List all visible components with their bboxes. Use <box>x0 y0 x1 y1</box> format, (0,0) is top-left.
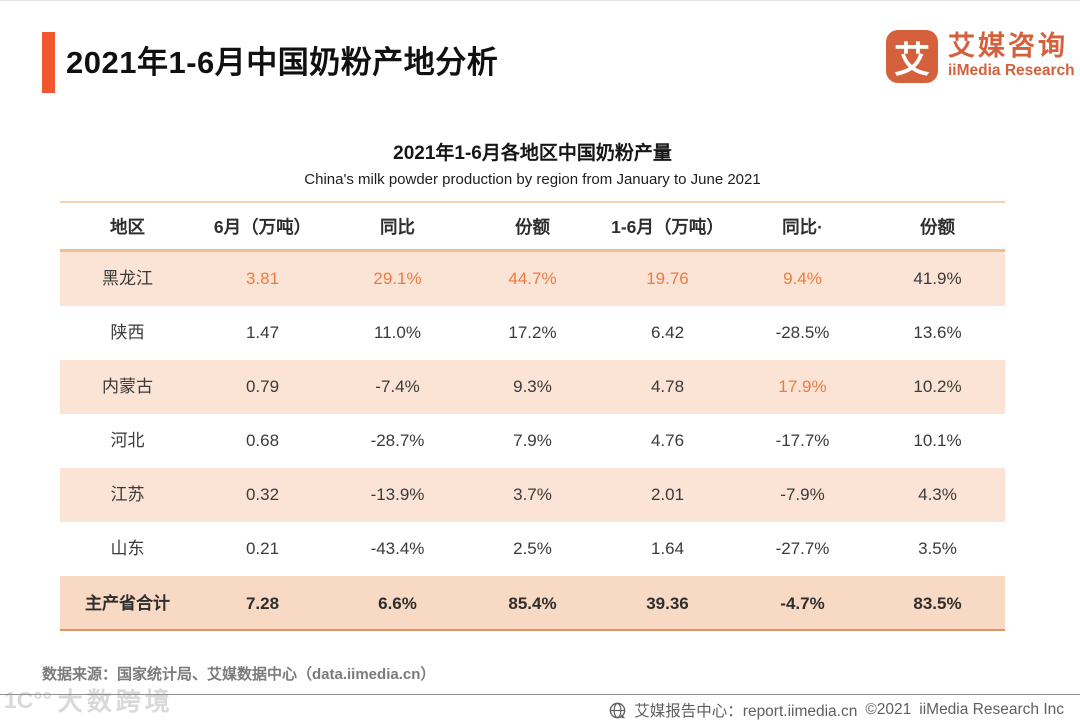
cell-value: -27.7% <box>775 539 830 558</box>
cell-value: 9.4% <box>783 269 822 288</box>
col-header-june-share: 份额 <box>515 217 550 237</box>
cell-value: -7.4% <box>375 377 420 396</box>
company-name: iiMedia Research Inc <box>919 701 1064 718</box>
cell-region: 内蒙古 <box>102 377 153 396</box>
table-header-row: 地区 6月（万吨） 同比 份额 1-6月（万吨） 同比· 份额 <box>60 201 1005 252</box>
footer-info: 艾媒报告中心：report.iimedia.cn ©2021 iiMedia R… <box>609 699 1064 720</box>
table-row: 河北 0.68 -28.7% 7.9% 4.76 -17.7% 10.1% <box>60 414 1005 468</box>
cell-value: 1.47 <box>245 323 280 342</box>
cell-region: 山东 <box>110 539 145 558</box>
cell-region: 主产省合计 <box>85 594 170 613</box>
cell-value: 4.76 <box>650 431 685 450</box>
cell-value: 4.78 <box>650 377 685 396</box>
cell-value: 0.32 <box>245 485 280 504</box>
cell-value: 39.36 <box>646 594 689 613</box>
cell-value: 6.42 <box>650 323 685 342</box>
watermark: 1C°° 大数跨境 <box>4 682 174 718</box>
cell-region: 江苏 <box>110 485 145 504</box>
cell-value: 44.7% <box>508 269 557 288</box>
cell-value: 10.2% <box>913 377 962 396</box>
cell-value: 9.3% <box>513 377 552 396</box>
watermark-logo: 1C°° <box>4 686 52 713</box>
globe-icon <box>609 702 626 718</box>
cell-value: -43.4% <box>370 539 425 558</box>
cell-value: 17.9% <box>778 377 827 396</box>
col-header-h1-volume: 1-6月（万吨） <box>611 217 724 237</box>
cell-value: 2.01 <box>650 485 685 504</box>
cell-value: 7.9% <box>513 431 552 450</box>
cell-value: 7.28 <box>245 594 280 613</box>
cell-value: 10.1% <box>913 431 962 450</box>
cell-value: -7.9% <box>780 485 825 504</box>
cell-value: 85.4% <box>508 594 557 613</box>
title-accent-bar <box>42 32 55 93</box>
cell-value: -17.7% <box>775 431 830 450</box>
cell-value: 13.6% <box>913 323 962 342</box>
cell-region: 陕西 <box>110 323 145 342</box>
table-row: 陕西 1.47 11.0% 17.2% 6.42 -28.5% 13.6% <box>60 306 1005 360</box>
col-header-h1-share: 份额 <box>920 217 955 237</box>
cell-value: 1.64 <box>650 539 685 558</box>
footer-divider <box>0 694 1080 695</box>
col-header-june-yoy: 同比 <box>380 217 415 237</box>
cell-value: 11.0% <box>374 323 421 342</box>
cell-value: -28.5% <box>775 323 830 342</box>
data-source-note: 数据来源：国家统计局、艾媒数据中心（data.iimedia.cn） <box>42 666 436 683</box>
copyright-text: ©2021 <box>865 701 912 718</box>
iimedia-logo-icon: 艾 <box>886 30 938 83</box>
col-header-h1-yoy: 同比· <box>782 217 823 237</box>
cell-value: 29.1% <box>373 269 422 288</box>
table-subtitle: China's milk powder production by region… <box>304 171 761 188</box>
cell-region: 黑龙江 <box>102 269 153 288</box>
table-row: 黑龙江 3.81 29.1% 44.7% 19.76 9.4% 41.9% <box>60 252 1005 306</box>
cell-value: 83.5% <box>913 594 962 613</box>
cell-value: 3.5% <box>918 539 957 558</box>
cell-value: 3.81 <box>245 269 280 288</box>
logo-name-en: iiMedia Research <box>948 62 1075 80</box>
table-title: 2021年1-6月各地区中国奶粉产量 <box>393 143 672 164</box>
table-row-total: 主产省合计 7.28 6.6% 85.4% 39.36 -4.7% 83.5% <box>60 576 1005 631</box>
cell-value: 0.68 <box>245 431 280 450</box>
production-table: 地区 6月（万吨） 同比 份额 1-6月（万吨） 同比· 份额 黑龙江 3.81… <box>60 201 1005 631</box>
cell-value: 0.21 <box>245 539 280 558</box>
table-row: 山东 0.21 -43.4% 2.5% 1.64 -27.7% 3.5% <box>60 522 1005 576</box>
cell-value: -13.9% <box>370 485 425 504</box>
cell-value: 3.7% <box>513 485 552 504</box>
page-title: 2021年1-6月中国奶粉产地分析 <box>66 45 499 80</box>
cell-value: 2.5% <box>513 539 552 558</box>
cell-value: 19.76 <box>646 269 689 288</box>
cell-value: -28.7% <box>370 431 425 450</box>
report-center-link: 艾媒报告中心：report.iimedia.cn <box>634 703 858 720</box>
cell-region: 河北 <box>110 431 145 450</box>
logo-name-cn: 艾媒咨询 <box>948 31 1068 62</box>
col-header-region: 地区 <box>110 217 145 237</box>
table-row: 内蒙古 0.79 -7.4% 9.3% 4.78 17.9% 10.2% <box>60 360 1005 414</box>
table-row: 江苏 0.32 -13.9% 3.7% 2.01 -7.9% 4.3% <box>60 468 1005 522</box>
cell-value: -4.7% <box>780 594 825 613</box>
cell-value: 4.3% <box>918 485 957 504</box>
cell-value: 17.2% <box>508 323 557 342</box>
cell-value: 0.79 <box>245 377 280 396</box>
cell-value: 41.9% <box>913 269 962 288</box>
cell-value: 6.6% <box>378 594 417 613</box>
iimedia-logo: 艾 艾媒咨询 iiMedia Research <box>886 30 1075 83</box>
watermark-text: 大数跨境 <box>57 688 174 716</box>
col-header-june-volume: 6月（万吨） <box>213 217 312 237</box>
